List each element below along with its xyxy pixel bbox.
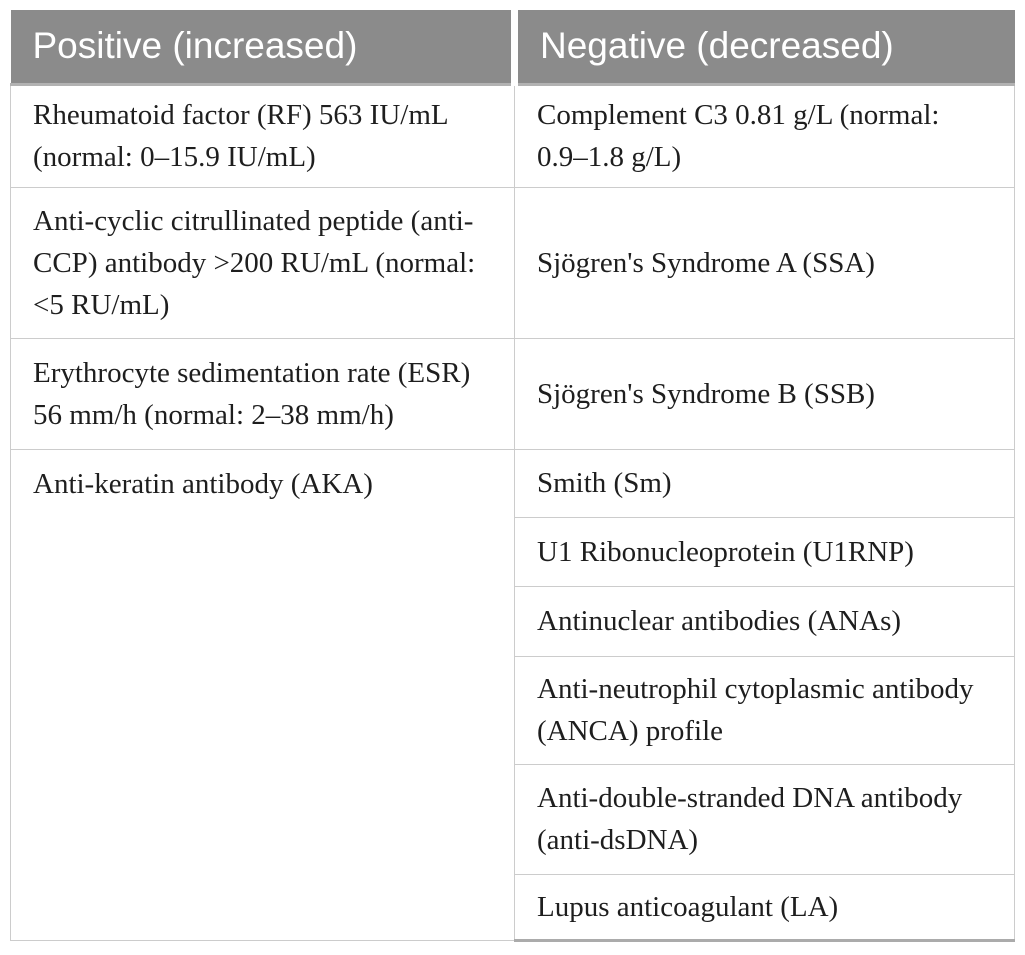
cell-anti-ccp: Anti-cyclic citrullinated peptide (anti-… — [10, 186, 515, 339]
column-header-positive: Positive (increased) — [10, 10, 518, 86]
cell-esr: Erythrocyte sedimentation rate (ESR) 56 … — [10, 337, 515, 450]
header-row: Positive (increased) Negative (decreased… — [10, 10, 1015, 86]
table-row: U1 Ribonucleoprotein (U1RNP) — [11, 516, 1015, 587]
cell-anas: Antinuclear antibodies (ANAs) — [514, 585, 1015, 657]
cell-ssb: Sjögren's Syndrome B (SSB) — [514, 337, 1015, 450]
column-header-negative: Negative (decreased) — [514, 10, 1015, 86]
table-row: Erythrocyte sedimentation rate (ESR) 56 … — [10, 337, 1015, 450]
cell-u1rnp: U1 Ribonucleoprotein (U1RNP) — [514, 516, 1015, 587]
table-row: Anti-cyclic citrullinated peptide (anti-… — [10, 186, 1015, 339]
cell-complement-c3: Complement C3 0.81 g/L (normal: 0.9–1.8 … — [514, 83, 1015, 188]
cell-lupus-anticoagulant: Lupus anticoagulant (LA) — [514, 873, 1015, 942]
table-row: Rheumatoid factor (RF) 563 IU/mL (normal… — [10, 83, 1015, 188]
table-row: Anti-neutrophil cytoplasmic antibody (AN… — [11, 655, 1015, 765]
cell-aka: Anti-keratin antibody (AKA) — [10, 448, 515, 941]
cell-ssa: Sjögren's Syndrome A (SSA) — [514, 186, 1015, 339]
table-row: Anti-keratin antibody (AKA) Smith (Sm) — [10, 448, 1015, 941]
cell-anca-profile: Anti-neutrophil cytoplasmic antibody (AN… — [514, 655, 1015, 765]
table-row: Lupus anticoagulant (LA) — [11, 873, 1015, 942]
cell-rheumatoid-factor: Rheumatoid factor (RF) 563 IU/mL (normal… — [10, 83, 515, 188]
cell-smith: Smith (Sm) — [514, 448, 1015, 518]
table-row: Antinuclear antibodies (ANAs) — [11, 585, 1015, 657]
lab-results-table: Positive (increased) Negative (decreased… — [10, 10, 1015, 942]
cell-anti-dsdna: Anti-double-stranded DNA antibody (anti-… — [514, 763, 1015, 875]
